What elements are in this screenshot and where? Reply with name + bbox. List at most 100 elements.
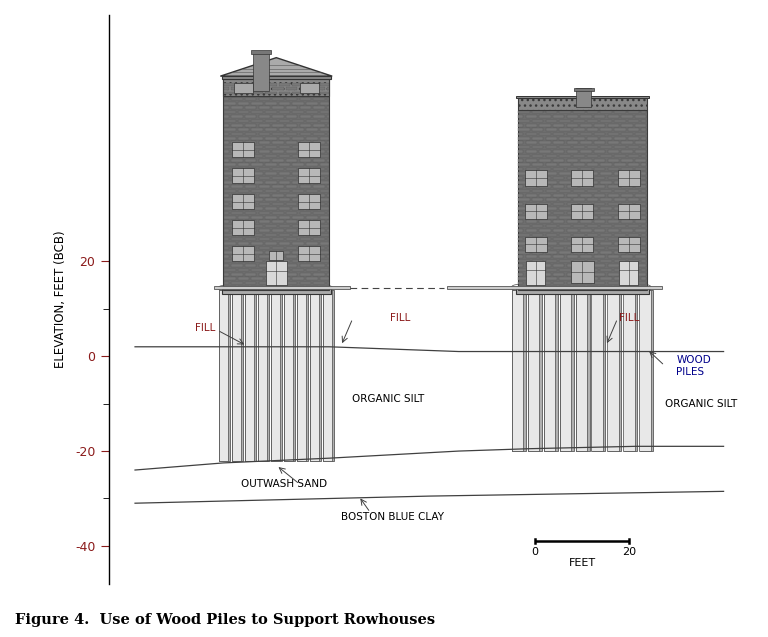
Bar [607, 247, 619, 249]
Bar [518, 286, 530, 289]
Bar [573, 111, 584, 113]
Bar [539, 247, 551, 249]
Bar [259, 159, 270, 162]
Bar [306, 163, 318, 166]
Bar [306, 83, 318, 85]
Bar [518, 282, 523, 284]
Bar [627, 137, 639, 140]
Ellipse shape [591, 285, 604, 290]
Bar [245, 141, 257, 144]
Ellipse shape [607, 285, 620, 290]
Bar [224, 211, 229, 214]
Bar [259, 97, 270, 100]
Bar [518, 220, 523, 223]
Bar [238, 216, 249, 218]
Bar [300, 203, 311, 205]
Bar [245, 290, 257, 461]
Bar [251, 225, 263, 227]
Bar [327, 141, 329, 144]
Bar [245, 264, 257, 267]
Bar [279, 190, 290, 192]
Bar [546, 111, 557, 113]
Bar [327, 176, 329, 179]
Bar [627, 199, 639, 201]
Bar [238, 128, 249, 131]
Bar [601, 190, 612, 192]
Bar [232, 194, 254, 210]
Bar [567, 238, 578, 241]
Bar [231, 282, 243, 284]
Bar [539, 115, 551, 118]
Bar [601, 128, 612, 131]
Bar [525, 168, 537, 170]
Bar [238, 277, 249, 280]
Bar [546, 286, 557, 289]
Bar [518, 155, 530, 157]
Bar [319, 234, 329, 236]
Bar [635, 264, 647, 267]
Bar [614, 155, 626, 157]
Bar [279, 260, 290, 262]
Bar [245, 168, 257, 170]
Bar [313, 247, 325, 249]
Bar [238, 92, 249, 94]
Bar [313, 159, 325, 162]
Bar [251, 181, 263, 183]
Bar [553, 194, 564, 197]
Bar [279, 92, 290, 94]
Bar [518, 203, 523, 205]
Bar [224, 255, 229, 258]
Bar [319, 83, 329, 85]
Bar [627, 181, 639, 183]
Bar [553, 141, 564, 144]
Bar [641, 199, 647, 201]
Bar [327, 132, 329, 135]
Bar [265, 251, 276, 254]
Bar [567, 168, 578, 170]
Text: FEET: FEET [569, 558, 596, 568]
Ellipse shape [257, 285, 268, 290]
Bar [516, 96, 649, 98]
Bar [253, 50, 270, 91]
Bar [621, 141, 633, 144]
Bar [306, 92, 318, 94]
Bar [286, 273, 297, 276]
Bar [581, 132, 591, 135]
Bar [518, 207, 530, 210]
Bar [259, 141, 270, 144]
Bar [620, 261, 638, 285]
Bar [553, 220, 564, 223]
Bar [251, 190, 263, 192]
Text: BOSTON BLUE CLAY: BOSTON BLUE CLAY [341, 512, 444, 522]
Bar [641, 286, 647, 289]
Bar [214, 286, 350, 289]
Bar [512, 290, 523, 451]
Bar [581, 282, 591, 284]
Bar [265, 83, 276, 85]
Bar [245, 106, 257, 109]
Bar [251, 155, 263, 157]
Bar [594, 115, 605, 118]
Bar [641, 120, 647, 122]
Bar [539, 194, 551, 197]
Bar [245, 185, 257, 188]
Bar [594, 264, 605, 267]
Bar [545, 290, 558, 451]
Bar [286, 132, 297, 135]
Bar [539, 185, 551, 188]
Bar [621, 264, 633, 267]
Bar [273, 141, 284, 144]
Ellipse shape [638, 285, 651, 290]
Bar [224, 163, 236, 166]
Bar [259, 203, 270, 205]
Bar [313, 238, 325, 241]
Bar [232, 290, 243, 461]
Bar [224, 102, 236, 104]
Bar [245, 115, 257, 118]
Bar [614, 277, 626, 280]
Bar [594, 211, 605, 214]
Bar [319, 242, 329, 245]
Bar [621, 185, 633, 188]
Bar [224, 286, 236, 289]
Bar [567, 185, 578, 188]
